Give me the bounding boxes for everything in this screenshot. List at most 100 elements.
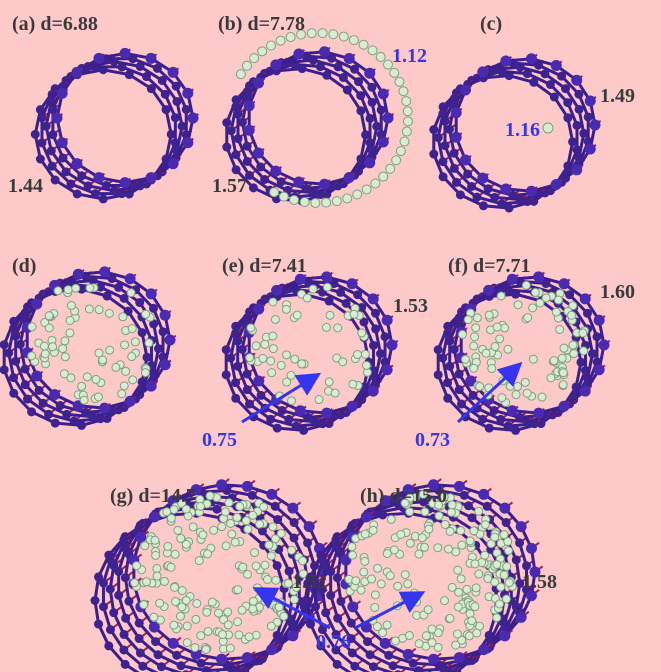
atom: [387, 340, 398, 351]
atom: [571, 164, 582, 175]
hydrogen: [379, 172, 388, 181]
atom: [299, 426, 308, 435]
atom: [499, 503, 510, 514]
hydrogen: [421, 508, 429, 516]
atom: [114, 567, 123, 576]
hydrogen: [106, 346, 114, 354]
atom: [125, 273, 136, 284]
atom: [368, 293, 379, 304]
atom: [504, 422, 513, 431]
hydrogen: [261, 561, 269, 569]
atom: [93, 172, 104, 183]
hydrogen: [349, 380, 357, 388]
hydrogen: [145, 339, 153, 347]
atom: [222, 370, 231, 379]
hydrogen: [298, 360, 306, 368]
hydrogen: [491, 533, 499, 541]
hydrogen: [504, 547, 512, 555]
hydrogen: [506, 382, 514, 390]
hydrogen: [475, 570, 483, 578]
atom: [56, 401, 65, 410]
atom: [124, 597, 133, 606]
hydrogen: [503, 563, 511, 571]
atom: [344, 172, 355, 183]
atom: [73, 269, 84, 280]
hydrogen: [383, 550, 391, 558]
atom: [227, 126, 236, 135]
hydrogen: [196, 502, 204, 510]
atom: [439, 172, 448, 181]
hydrogen: [234, 618, 242, 626]
hydrogen: [202, 645, 210, 653]
hydrogen: [404, 580, 412, 588]
hydrogen: [156, 599, 164, 607]
atom: [44, 410, 53, 419]
hydrogen: [406, 539, 414, 547]
atom: [244, 125, 255, 136]
atom: [271, 285, 282, 296]
atom: [319, 46, 330, 57]
hydrogen: [322, 323, 330, 331]
atom: [290, 518, 299, 527]
hydrogen: [178, 603, 186, 611]
hydrogen: [392, 156, 401, 165]
atom: [460, 491, 469, 500]
hydrogen: [282, 305, 290, 313]
hydrogen: [250, 54, 259, 63]
hydrogen: [488, 365, 496, 373]
atom: [478, 415, 487, 424]
atom: [450, 149, 459, 158]
hydrogen: [331, 389, 339, 397]
atom: [477, 66, 488, 77]
hydrogen: [529, 304, 537, 312]
hydrogen: [252, 562, 260, 570]
hydrogen: [558, 354, 566, 362]
atom: [523, 417, 532, 426]
hydrogen: [151, 536, 159, 544]
annotation: 1.52: [292, 571, 327, 593]
atom: [70, 417, 79, 426]
atom: [382, 315, 393, 326]
hydrogen: [568, 311, 576, 319]
hydrogen: [373, 623, 381, 631]
atom: [512, 555, 521, 564]
annotation: 0.73: [415, 429, 450, 451]
hydrogen: [80, 396, 88, 404]
atom: [51, 175, 60, 184]
hydrogen: [120, 382, 128, 390]
atom: [580, 293, 591, 304]
hydrogen: [315, 396, 323, 404]
hydrogen: [291, 355, 299, 363]
hydrogen: [192, 615, 200, 623]
hydrogen: [261, 597, 269, 605]
hydrogen: [86, 284, 94, 292]
atom: [146, 288, 157, 299]
annotation: 1.60: [600, 281, 635, 303]
atom: [120, 177, 131, 188]
atom: [594, 315, 605, 326]
atom: [451, 107, 462, 118]
atom: [120, 48, 131, 59]
atom: [151, 637, 160, 646]
atom: [160, 310, 171, 321]
atom: [364, 68, 375, 79]
hydrogen: [275, 603, 283, 611]
hydrogen: [361, 557, 369, 565]
atom: [47, 146, 56, 155]
annotation: 1.16: [505, 119, 540, 141]
hydrogen: [500, 571, 508, 579]
hydrogen: [471, 603, 479, 611]
atom: [511, 426, 520, 435]
atom: [57, 88, 68, 99]
atom: [347, 601, 358, 612]
hydrogen: [67, 374, 75, 382]
hydrogen: [176, 612, 184, 620]
atom: [292, 422, 301, 431]
atom: [380, 638, 391, 649]
atom: [284, 415, 293, 424]
atom: [590, 120, 601, 131]
hydrogen: [263, 576, 271, 584]
atom: [452, 178, 461, 187]
atom: [364, 157, 375, 168]
hydrogen: [371, 603, 379, 611]
